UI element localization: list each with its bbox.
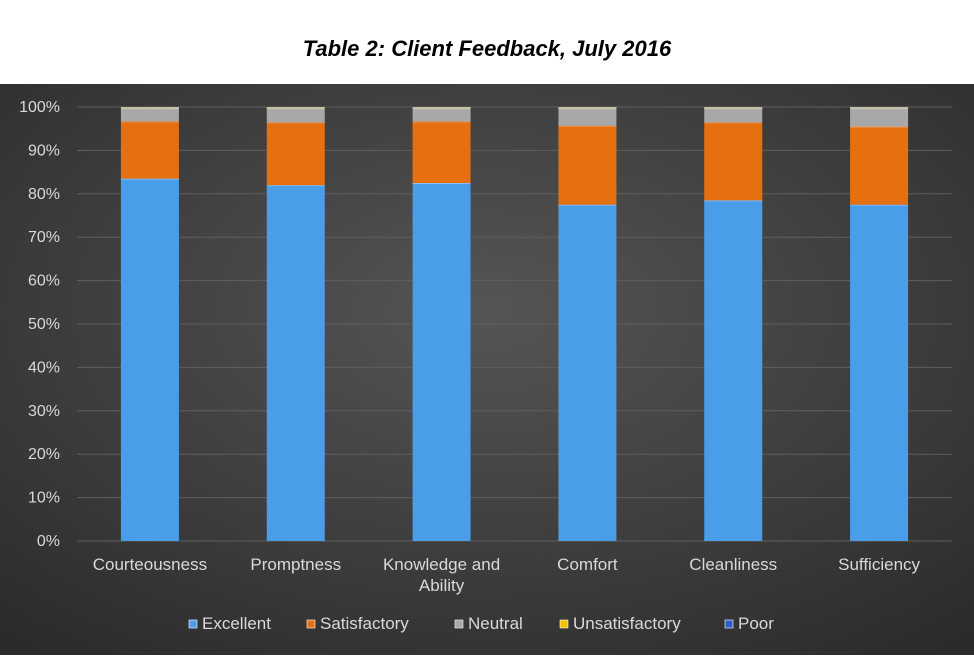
x-tick-label: Sufficiency <box>838 555 920 574</box>
bar-segment-excellent <box>850 205 908 541</box>
legend-swatch <box>307 620 315 628</box>
bar-segment-neutral <box>704 108 762 122</box>
bar-segment-neutral <box>850 108 908 126</box>
x-tick-label: Cleanliness <box>689 555 777 574</box>
chart-area: 0% 10% 20% 30% 40% 50% 60% 70% 80% 90% 100% Courteo… <box>0 84 974 655</box>
bar-segment-neutral <box>121 108 179 121</box>
bar-segment-satisfactory <box>413 121 471 183</box>
bar-segment-satisfactory <box>850 127 908 205</box>
y-tick-label: 100% <box>19 99 60 116</box>
legend-label: Satisfactory <box>320 614 409 633</box>
x-tick-label: Ability <box>419 576 465 595</box>
y-tick-label: 10% <box>28 490 60 507</box>
y-tick-label: 50% <box>28 316 60 333</box>
legend-label: Excellent <box>202 614 271 633</box>
bar-segment-excellent <box>558 205 616 541</box>
legend-label: Unsatisfactory <box>573 614 681 633</box>
legend-swatch <box>189 620 197 628</box>
stacked-bar-chart: 0% 10% 20% 30% 40% 50% 60% 70% 80% 90% 100% Courteo… <box>0 84 974 655</box>
x-tick-label: Comfort <box>557 555 618 574</box>
x-tick-label: Knowledge and <box>383 555 500 574</box>
y-tick-label: 0% <box>37 533 60 550</box>
legend-swatch <box>560 620 568 628</box>
bar-segment-neutral <box>413 108 471 121</box>
legend-swatch <box>455 620 463 628</box>
bar-segment-neutral <box>558 108 616 125</box>
bar-segment-excellent <box>121 179 179 541</box>
x-tick-label: Courteousness <box>93 555 207 574</box>
y-tick-label: 80% <box>28 186 60 203</box>
bar-segment-satisfactory <box>267 122 325 185</box>
bar-segment-excellent <box>704 200 762 541</box>
y-tick-label: 90% <box>28 142 60 159</box>
y-tick-label: 70% <box>28 229 60 246</box>
legend-label: Neutral <box>468 614 523 633</box>
y-tick-label: 60% <box>28 273 60 290</box>
bar-segment-excellent <box>267 185 325 541</box>
bar-segment-excellent <box>413 183 471 541</box>
y-tick-label: 40% <box>28 359 60 376</box>
y-tick-label: 30% <box>28 403 60 420</box>
x-tick-label: Promptness <box>250 555 341 574</box>
legend-label: Poor <box>738 614 774 633</box>
bar-segment-satisfactory <box>121 121 179 178</box>
bar-segment-satisfactory <box>558 126 616 205</box>
chart-title: Table 2: Client Feedback, July 2016 <box>0 36 974 62</box>
bar-segment-satisfactory <box>704 122 762 200</box>
legend-swatch <box>725 620 733 628</box>
bar-segment-neutral <box>267 108 325 122</box>
y-tick-label: 20% <box>28 446 60 463</box>
